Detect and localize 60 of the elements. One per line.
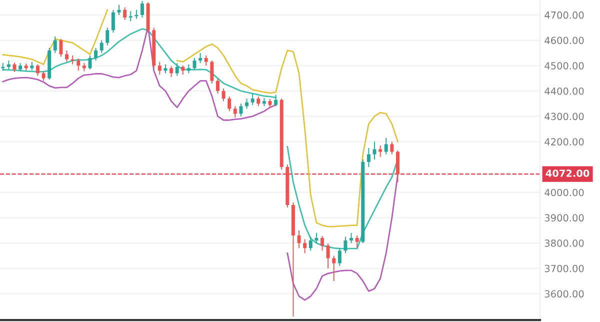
- candlestick: [378, 144, 382, 158]
- y-tick-label: 4700.00: [544, 11, 584, 19]
- candlestick: [65, 50, 69, 62]
- candlestick: [320, 235, 324, 252]
- candlestick: [228, 96, 232, 112]
- ref-line-label: 4072.00: [546, 170, 590, 177]
- candlestick: [222, 88, 226, 102]
- candlestick: [384, 137, 388, 155]
- candlestick: [198, 52, 202, 64]
- candlestick: [338, 248, 342, 266]
- y-tick-label: 4000.00: [544, 188, 584, 196]
- candlestick: [36, 64, 40, 76]
- candlestick: [344, 236, 348, 254]
- candlestick: [250, 93, 254, 106]
- candlestick: [390, 141, 394, 155]
- candlestick: [59, 38, 63, 58]
- y-tick-label: 3700.00: [544, 264, 584, 272]
- y-tick-label: 4200.00: [544, 138, 584, 146]
- y-tick-label: 4300.00: [544, 112, 584, 120]
- y-tick-label: 3900.00: [544, 214, 584, 222]
- candlestick: [42, 70, 46, 82]
- candlestick: [117, 4, 121, 16]
- candlestick: [303, 238, 307, 254]
- candlestick: [297, 230, 301, 249]
- candlestick: [239, 103, 243, 117]
- candlestick: [216, 78, 220, 94]
- y-tick-label: 3800.00: [544, 240, 584, 247]
- candlestick: [128, 10, 132, 22]
- y-tick-label: 4600.00: [544, 36, 584, 44]
- candlestick: [158, 61, 162, 75]
- y-tick-label: 4400.00: [544, 87, 584, 95]
- candlestick: [326, 243, 330, 269]
- candlestick: [175, 62, 179, 76]
- candlestick: [274, 94, 278, 107]
- candlestick: [53, 36, 57, 54]
- y-tick-label: 3600.00: [544, 290, 584, 298]
- candlestick: [94, 47, 98, 62]
- candlestick: [314, 232, 318, 244]
- candlestick: [111, 9, 115, 34]
- candlestick: [140, 0, 144, 18]
- candlestick: [233, 106, 237, 118]
- candlestick: [204, 55, 208, 66]
- candlestick: [245, 98, 249, 110]
- candlestick: [123, 6, 127, 21]
- candlestick: [210, 60, 214, 84]
- candlestick: [372, 141, 376, 160]
- candlestick: [366, 148, 370, 168]
- candlestick: [332, 255, 336, 282]
- candlestick: [192, 58, 196, 70]
- candlestick: [396, 150, 400, 183]
- y-tick-label: 4500.00: [544, 62, 584, 70]
- candlestick: [350, 232, 354, 244]
- candlestick: [256, 96, 260, 107]
- candlestick: [106, 27, 110, 46]
- candlestick: [308, 236, 312, 252]
- candlestick: [355, 234, 359, 249]
- candlestick: [76, 58, 80, 72]
- candlestick: [12, 62, 16, 72]
- candlestick: [170, 66, 174, 78]
- candlestick: [100, 40, 104, 54]
